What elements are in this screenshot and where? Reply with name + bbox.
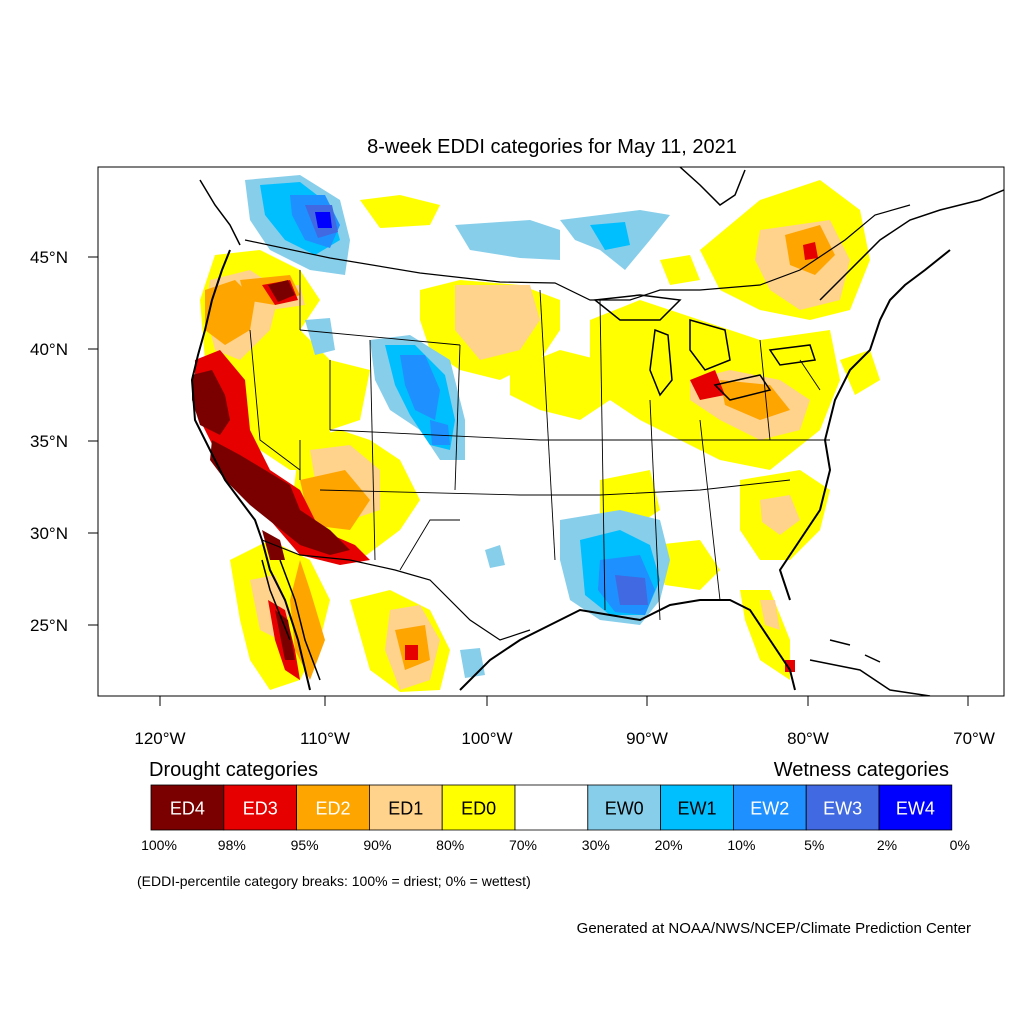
legend-swatch-ed0: [441, 784, 516, 831]
lon-label-90: 90°W: [626, 729, 668, 748]
legend-label-ed0: ED0: [461, 799, 496, 819]
wetness-categories-heading: Wetness categories: [774, 759, 949, 781]
legend-break-10: 2%: [877, 837, 897, 853]
latitude-axis: 45°N 40°N 35°N 30°N 25°N: [30, 248, 98, 635]
ed4-regions: [192, 280, 350, 660]
legend-swatch-ed4: [150, 784, 225, 831]
ew4-regions: [315, 212, 332, 228]
legend-break-9: 5%: [804, 837, 824, 853]
hudson-bay-coast: [679, 167, 746, 206]
legend-label-ew2: EW2: [750, 799, 789, 819]
legend-swatch-ed2: [296, 784, 370, 831]
legend-label-ew4: EW4: [896, 799, 935, 819]
legend-break-8: 10%: [727, 837, 755, 853]
legend-break-0: 100%: [141, 837, 177, 853]
lon-label-110: 110°W: [300, 729, 350, 748]
legend-swatch-ew2: [733, 784, 807, 831]
legend-break-11: 0%: [950, 837, 970, 853]
category-breaks-note: (EDDI-percentile category breaks: 100% =…: [137, 873, 531, 889]
lon-label-80: 80°W: [787, 729, 829, 748]
drought-categories-heading: Drought categories: [149, 759, 318, 781]
legend-break-4: 80%: [436, 837, 464, 853]
legend-break-7: 20%: [655, 837, 683, 853]
boundaries: [190, 167, 1004, 696]
gulf-coast: [459, 599, 796, 691]
legend-percent-breaks: 100% 98% 95% 90% 80% 70% 30% 20% 10% 5% 2% 0%: [141, 837, 970, 853]
lon-label-120: 120°W: [134, 729, 185, 748]
legend: Drought categories Wetness categories ED…: [141, 759, 970, 853]
legend-label-ed4: ED4: [170, 799, 205, 819]
east-coast: [778, 249, 951, 601]
west-coast: [190, 249, 311, 691]
map-title: 8-week EDDI categories for May 11, 2021: [367, 136, 737, 158]
legend-color-bar: ED4 ED3 ED2 ED1 ED0 EW0 EW1 EW2 EW3 EW4: [150, 784, 953, 831]
legend-label-ew1: EW1: [677, 799, 716, 819]
st-lawrence: [819, 189, 1004, 301]
cuba-bahamas: [809, 639, 931, 696]
legend-label-ew3: EW3: [823, 799, 862, 819]
legend-swatch-ew4: [878, 784, 953, 831]
lat-label-40: 40°N: [30, 340, 68, 359]
legend-break-1: 98%: [218, 837, 246, 853]
state-lines: [249, 270, 830, 621]
vancouver-coast: [199, 179, 241, 246]
great-lakes: [593, 294, 816, 401]
credit-line: Generated at NOAA/NWS/NCEP/Climate Predi…: [577, 920, 971, 937]
mexico-border: [261, 539, 531, 641]
legend-swatch-normal: [514, 784, 589, 831]
map-panel: [98, 167, 1004, 696]
legend-label-ew0: EW0: [605, 799, 644, 819]
legend-label-ed3: ED3: [243, 799, 278, 819]
legend-break-6: 30%: [582, 837, 610, 853]
legend-swatch-ew3: [805, 784, 880, 831]
lat-label-25: 25°N: [30, 616, 68, 635]
baja-outline: [261, 559, 321, 681]
longitude-axis: 120°W 110°W 100°W 90°W 80°W 70°W: [134, 696, 995, 748]
legend-break-5: 70%: [509, 837, 537, 853]
lat-label-30: 30°N: [30, 524, 68, 543]
legend-swatch-ew0: [587, 784, 661, 831]
lon-label-100: 100°W: [461, 729, 512, 748]
legend-break-2: 95%: [291, 837, 319, 853]
legend-break-3: 90%: [363, 837, 391, 853]
legend-label-ed1: ED1: [388, 799, 423, 819]
lon-label-70: 70°W: [953, 729, 995, 748]
lat-label-45: 45°N: [30, 248, 68, 267]
legend-label-ed2: ED2: [315, 799, 350, 819]
legend-swatch-ed3: [223, 784, 298, 831]
legend-swatch-ed1: [368, 784, 443, 831]
lat-label-35: 35°N: [30, 432, 68, 451]
map-frame: [97, 166, 1005, 697]
